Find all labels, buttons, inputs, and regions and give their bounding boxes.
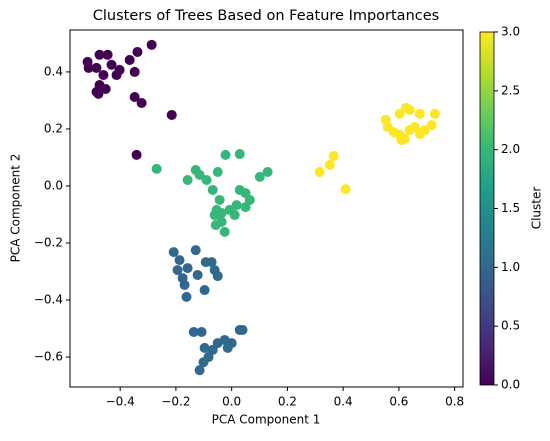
point — [94, 49, 105, 60]
point — [414, 108, 425, 119]
point — [419, 125, 430, 136]
point — [124, 54, 135, 65]
chart-title: Clusters of Trees Based on Feature Impor… — [93, 8, 439, 24]
y-tick-label: 0.2 — [44, 121, 63, 135]
point — [219, 226, 230, 237]
point — [409, 121, 420, 132]
point — [98, 70, 109, 81]
point — [174, 255, 185, 266]
colorbar-tick-label: 1.0 — [501, 260, 520, 274]
point — [129, 92, 140, 103]
point — [222, 342, 233, 353]
point — [199, 342, 210, 353]
colorbar-tick-label: 2.0 — [501, 142, 520, 156]
colorbar-tick-label: 0.0 — [501, 378, 520, 392]
point — [394, 108, 405, 119]
x-tick-label: 0.8 — [445, 395, 464, 409]
point — [132, 46, 143, 57]
point — [220, 149, 231, 160]
point — [324, 159, 335, 170]
x-tick-label: −0.2 — [161, 395, 190, 409]
colorbar-tick-label: 3.0 — [501, 25, 520, 39]
point — [396, 135, 407, 146]
point — [194, 365, 205, 376]
colorbar-tick-label: 0.5 — [501, 319, 520, 333]
colorbar — [479, 31, 495, 386]
y-tick-label: 0.0 — [44, 178, 63, 192]
point — [194, 169, 205, 180]
point — [210, 220, 221, 231]
point — [181, 291, 192, 302]
point — [216, 208, 227, 219]
colorbar-tick-label: 2.5 — [501, 83, 520, 97]
point — [179, 279, 190, 290]
point — [106, 59, 117, 70]
point — [201, 174, 212, 185]
point — [192, 269, 203, 280]
point — [237, 324, 248, 335]
point — [229, 210, 240, 221]
y-tick-label: −0.2 — [34, 236, 63, 250]
point — [198, 357, 209, 368]
y-tick-label: −0.4 — [34, 293, 63, 307]
point — [172, 265, 183, 276]
point — [146, 39, 157, 50]
point — [340, 184, 351, 195]
point — [111, 70, 122, 81]
point — [404, 104, 415, 115]
point — [151, 163, 162, 174]
colorbar-label: Cluster — [530, 187, 544, 230]
point — [199, 285, 210, 296]
point — [188, 326, 199, 337]
point — [168, 247, 179, 258]
point — [234, 149, 245, 160]
x-tick-label: 0.6 — [389, 395, 408, 409]
point — [206, 257, 217, 268]
point — [254, 171, 265, 182]
y-axis-label: PCA Component 2 — [9, 154, 23, 263]
point — [182, 263, 193, 274]
point — [83, 62, 94, 73]
x-tick-label: −0.4 — [106, 395, 135, 409]
point — [262, 167, 273, 178]
colorbar-tick-label: 1.5 — [501, 201, 520, 215]
point — [429, 108, 440, 119]
point — [231, 200, 242, 211]
x-tick-label: 0.0 — [222, 395, 241, 409]
point — [214, 194, 225, 205]
point — [129, 66, 140, 77]
point — [244, 194, 255, 205]
point — [328, 151, 339, 162]
point — [190, 245, 201, 256]
point — [136, 97, 147, 108]
point — [314, 167, 325, 178]
y-tick-label: 0.4 — [44, 64, 63, 78]
y-tick-label: −0.6 — [34, 350, 63, 364]
point — [212, 167, 223, 178]
x-tick-label: 0.4 — [334, 395, 353, 409]
point — [212, 338, 223, 349]
point — [207, 184, 218, 195]
point — [426, 119, 437, 130]
point — [196, 326, 207, 337]
point — [93, 88, 104, 99]
point — [100, 84, 111, 95]
point — [212, 271, 223, 282]
point — [166, 109, 177, 120]
plot-frame — [69, 29, 464, 388]
x-axis-label: PCA Component 1 — [212, 413, 321, 427]
point — [182, 174, 193, 185]
x-tick-label: 0.2 — [278, 395, 297, 409]
point — [102, 49, 113, 60]
point — [131, 149, 142, 160]
point — [91, 62, 102, 73]
